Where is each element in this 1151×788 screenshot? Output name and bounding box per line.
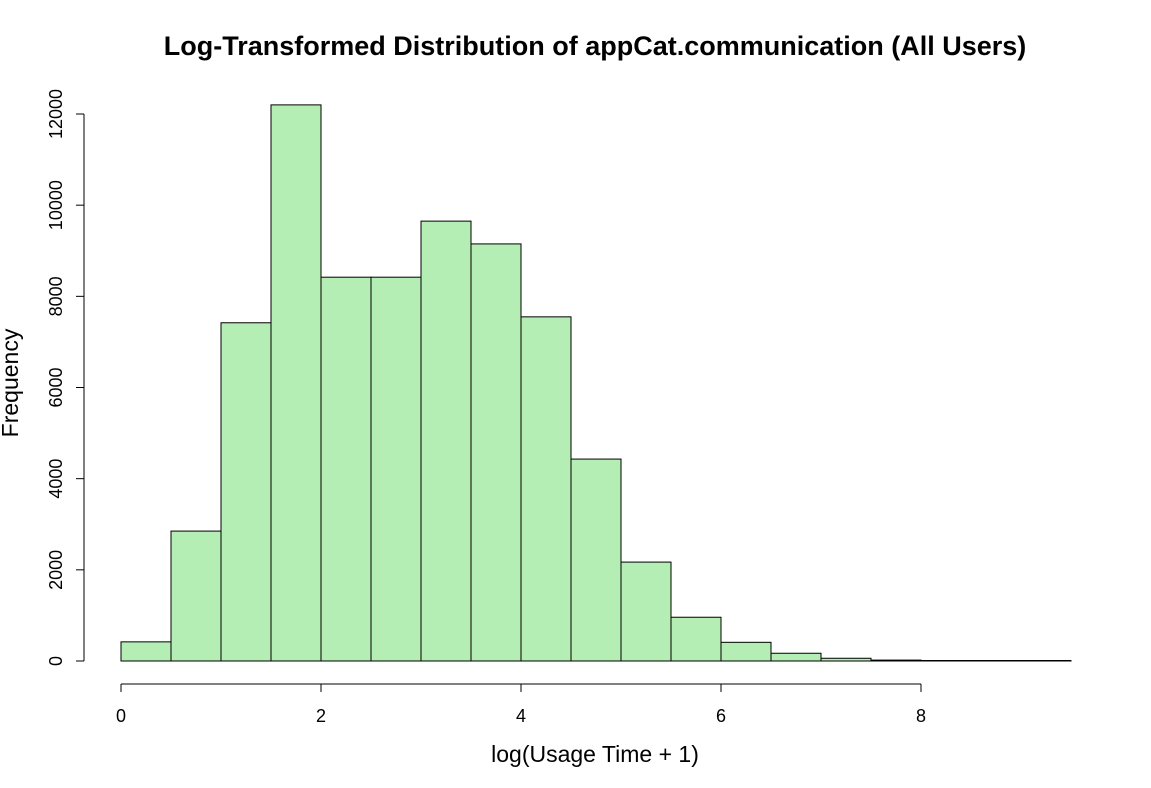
histogram-bar-15 [870,659,922,662]
chart-title: Log-Transformed Distribution of appCat.c… [164,31,1027,61]
histogram-bar-17 [970,660,1022,662]
y-axis-label: Frequency [0,328,23,437]
x-tick-label: 8 [916,706,926,726]
histogram-bar-2 [220,322,272,662]
histogram-bar-10 [620,561,672,662]
x-tick-label: 0 [116,706,126,726]
histogram-bar-13 [770,652,822,662]
x-axis: 0 2 4 6 8 [116,683,926,726]
histogram-bar-9 [570,458,622,662]
y-tick-label: 2000 [46,550,66,590]
x-tick-label: 6 [716,706,726,726]
histogram-bar-0 [120,641,172,662]
y-tick-label: 8000 [46,276,66,316]
bars-group [120,104,1072,662]
histogram-bar-7 [470,243,522,662]
histogram-bar-1 [170,530,222,662]
histogram-bar-16 [920,660,972,662]
y-tick-label: 4000 [46,459,66,499]
histogram-bar-5 [370,276,422,662]
histogram-bar-4 [320,276,372,662]
histogram-bar-3 [270,104,322,662]
x-tick-label: 2 [316,706,326,726]
histogram-bar-11 [670,616,722,662]
histogram-bar-8 [520,316,572,662]
y-axis: 0 2000 4000 6000 8000 10000 12000 [46,89,85,666]
histogram-bar-18 [1020,660,1072,662]
y-tick-label: 0 [46,656,66,666]
histogram-bar-6 [420,220,472,662]
histogram-bar-12 [720,641,772,662]
x-axis-label: log(Usage Time + 1) [491,741,699,767]
y-tick-label: 12000 [46,89,66,139]
histogram-bar-14 [820,657,872,662]
y-tick-label: 6000 [46,367,66,407]
y-tick-label: 10000 [46,180,66,230]
x-tick-label: 4 [516,706,526,726]
